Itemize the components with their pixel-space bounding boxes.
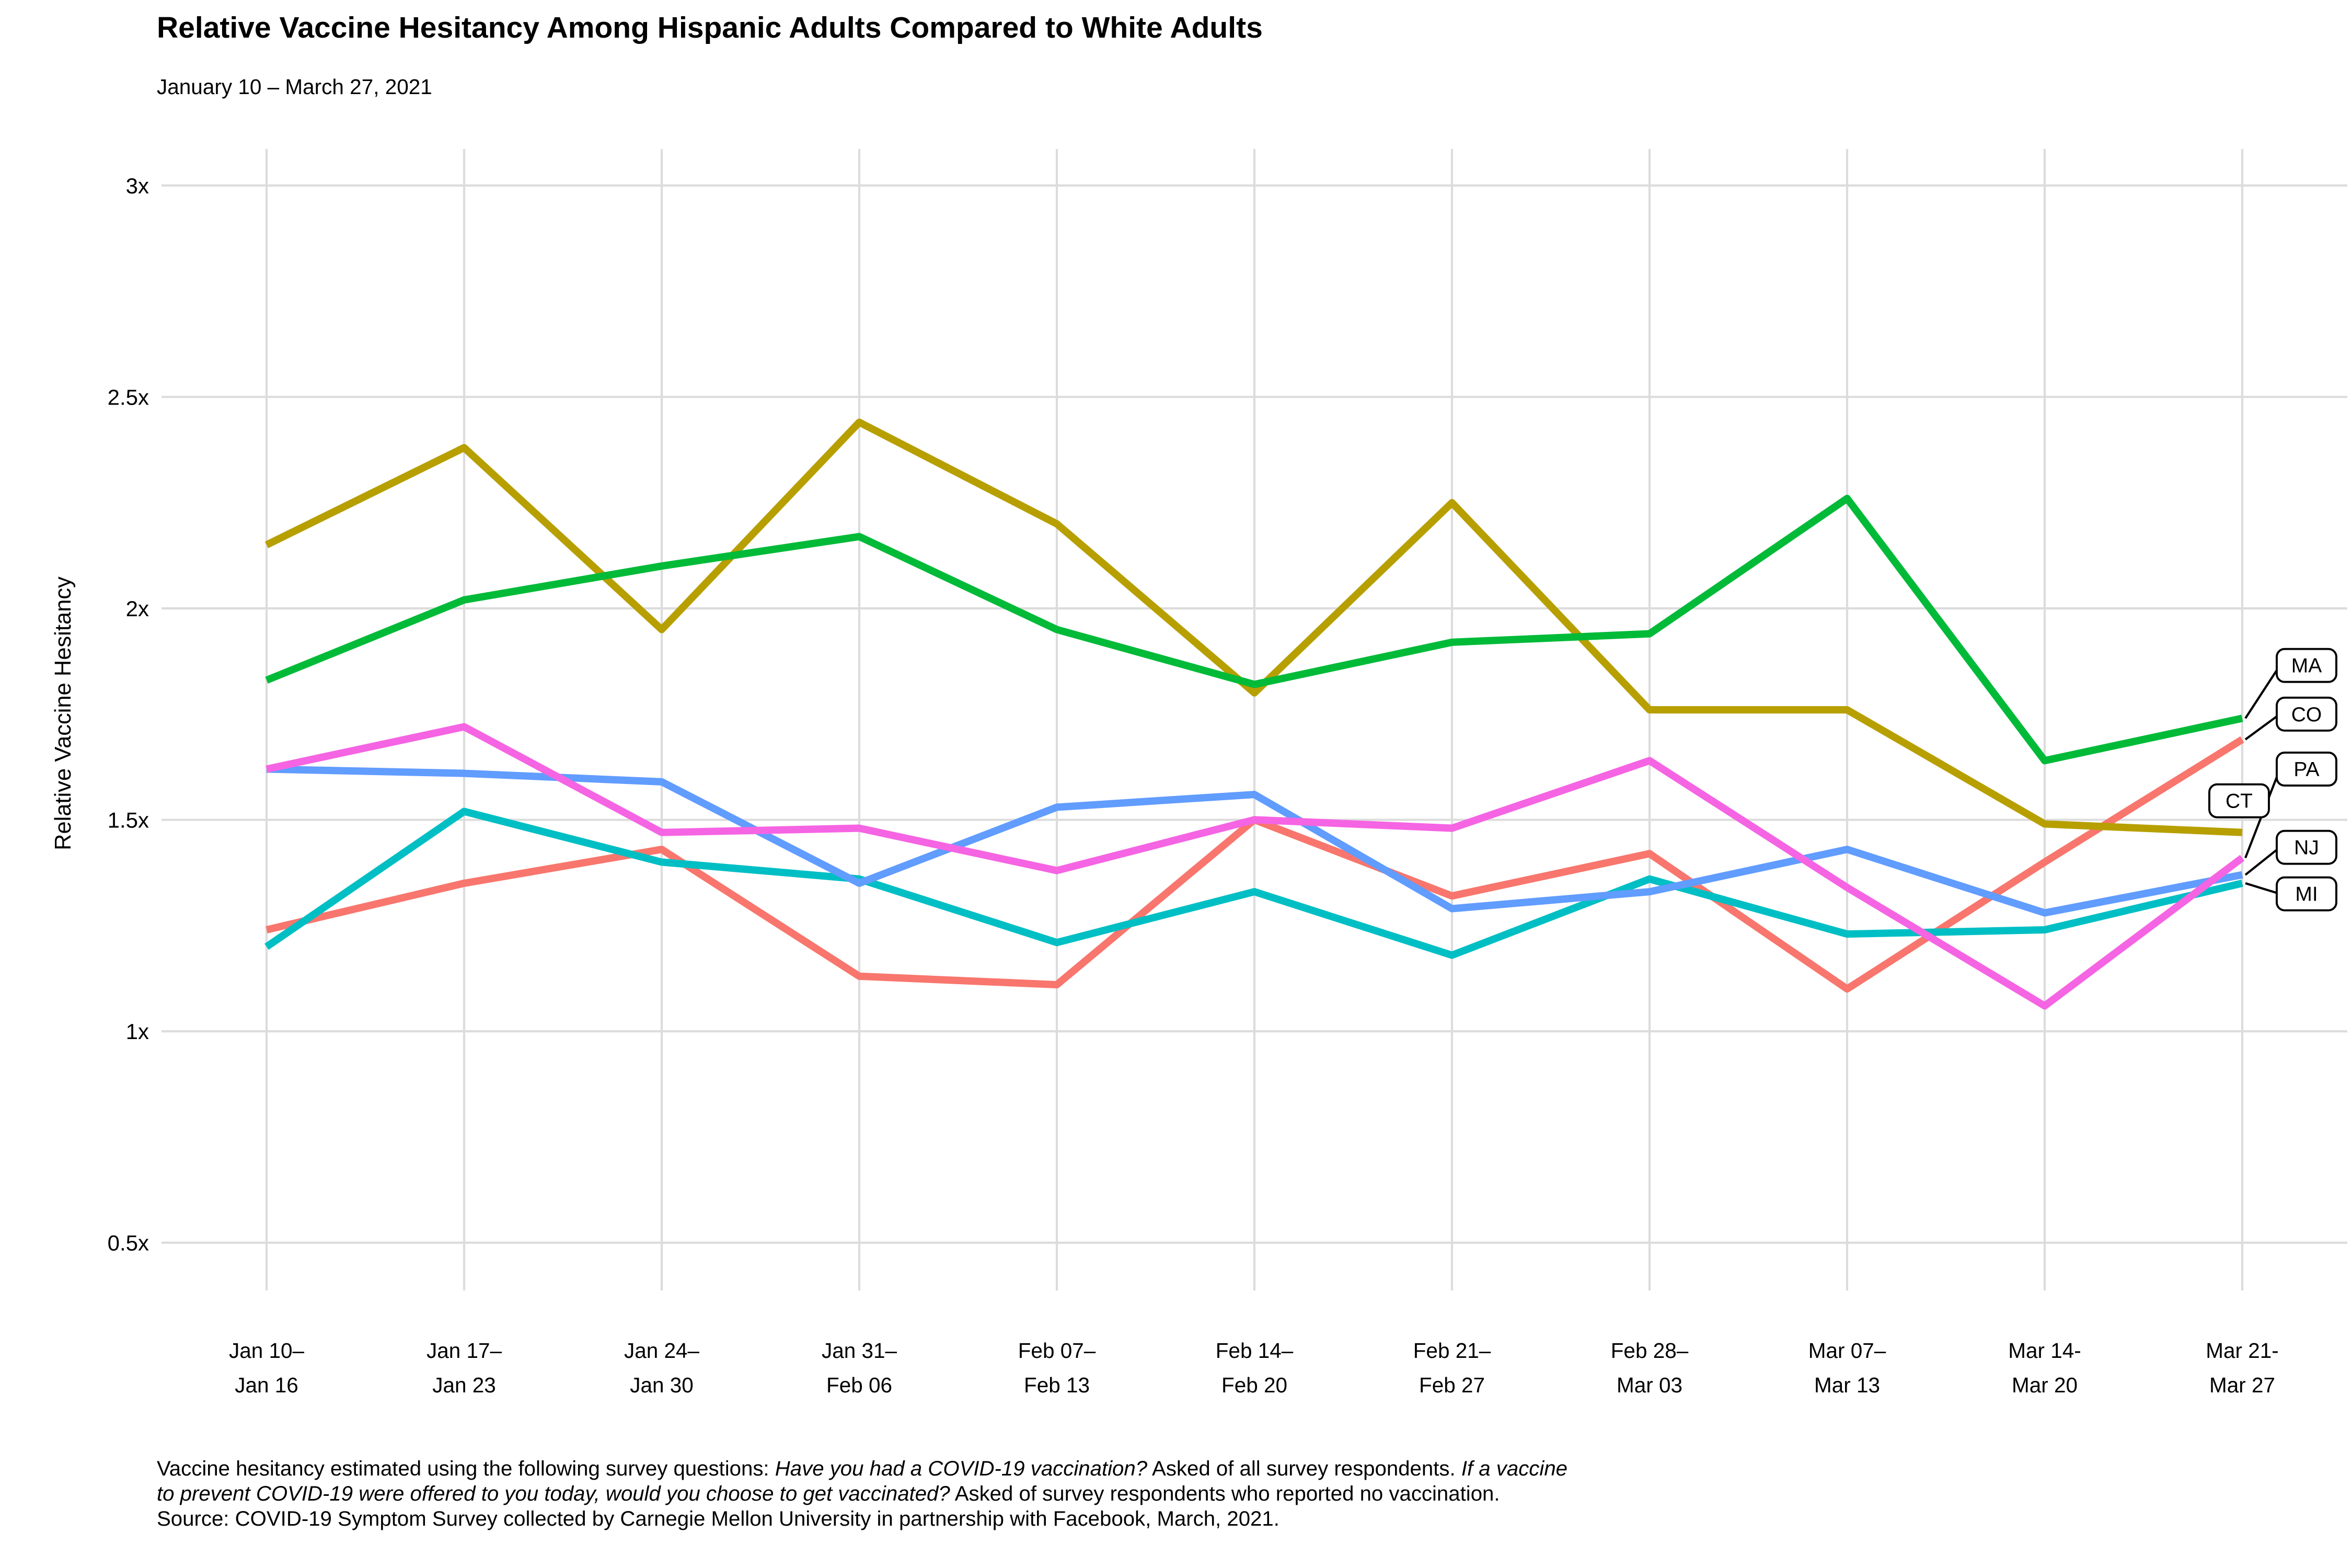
state-label-box-PA	[2276, 752, 2337, 787]
x-axis-tick-label: Feb 07– Feb 13	[1018, 1339, 1096, 1397]
chart-footnote: Vaccine hesitancy estimated using the fo…	[157, 1457, 1567, 1531]
x-axis-tick-label: Jan 31– Feb 06	[822, 1339, 897, 1397]
x-axis-tick-label: Mar 07– Mar 13	[1808, 1339, 1886, 1397]
footnote-segment: Source: COVID-19 Symptom Survey collecte…	[157, 1506, 1279, 1530]
label-leader-line-MA	[2244, 665, 2281, 719]
footnote-line: Vaccine hesitancy estimated using the fo…	[157, 1457, 1567, 1481]
series-line-NJ	[266, 765, 2243, 917]
series-line-MI	[264, 808, 2243, 959]
footnote-segment: Asked of all survey respondents.	[1147, 1457, 1461, 1480]
label-leader-line-MI	[2245, 882, 2280, 895]
y-axis-tick-label: 2.5x	[108, 385, 149, 409]
y-axis-tick-label: 1x	[126, 1019, 149, 1044]
state-label-box-CT	[2208, 783, 2270, 818]
x-axis-tick-label: Mar 14-Mar 20	[2008, 1339, 2081, 1397]
x-axis-tick-label: Jan 10– Jan 16	[229, 1339, 305, 1397]
y-axis-tick-label: 3x	[126, 174, 149, 198]
footnote-italic-segment: Have you had a COVID-19 vaccination?	[775, 1457, 1148, 1480]
x-axis-tick-label: Mar 21-Mar 27	[2206, 1339, 2279, 1397]
footnote-segment: Asked of survey respondents who reported…	[950, 1481, 1500, 1505]
series-line-MA	[265, 494, 2243, 765]
y-axis-title: Relative Vaccine Hesitancy	[51, 577, 76, 850]
state-label-NJ: NJ	[2294, 837, 2319, 859]
x-axis-tick-label: Jan 24– Jan 30	[624, 1339, 700, 1397]
footnote-italic-segment: to prevent COVID-19 were offered to you …	[157, 1481, 950, 1505]
footnote-line: Source: COVID-19 Symptom Survey collecte…	[157, 1506, 1567, 1531]
y-axis-tick-label: 1.5x	[108, 808, 149, 833]
series-line-CT	[264, 418, 2243, 836]
state-label-box-MA	[2276, 648, 2337, 683]
state-label-CO: CO	[2291, 704, 2322, 726]
footnote-italic-segment: If a vaccine	[1461, 1457, 1568, 1480]
state-label-PA: PA	[2293, 758, 2319, 781]
y-axis-tick-label: 2x	[126, 596, 149, 621]
chart-title: Relative Vaccine Hesitancy Among Hispani…	[157, 13, 1263, 45]
state-label-CT: CT	[2226, 790, 2253, 813]
state-label-box-MI	[2276, 876, 2337, 912]
state-label-box-CO	[2276, 696, 2337, 732]
chart-subtitle: January 10 – March 27, 2021	[157, 75, 432, 99]
state-label-MI: MI	[2295, 883, 2318, 906]
x-axis-tick-label: Feb 21– Feb 27	[1413, 1339, 1491, 1397]
x-axis-tick-label: Feb 14– Feb 20	[1216, 1339, 1294, 1397]
label-leader-line-NJ	[2244, 846, 2281, 876]
label-leader-line-CO	[2244, 713, 2281, 741]
x-axis-tick-label: Jan 17– Jan 23	[426, 1339, 502, 1397]
series-line-PA	[266, 723, 2245, 1010]
state-label-box-NJ	[2276, 829, 2337, 865]
x-axis-tick-label: Feb 28– Mar 03	[1611, 1339, 1689, 1397]
state-label-MA: MA	[2291, 655, 2322, 677]
footnote-line: to prevent COVID-19 were offered to you …	[157, 1481, 1567, 1506]
footnote-segment: Vaccine hesitancy estimated using the fo…	[157, 1457, 775, 1480]
y-axis-tick-label: 0.5x	[108, 1231, 149, 1255]
